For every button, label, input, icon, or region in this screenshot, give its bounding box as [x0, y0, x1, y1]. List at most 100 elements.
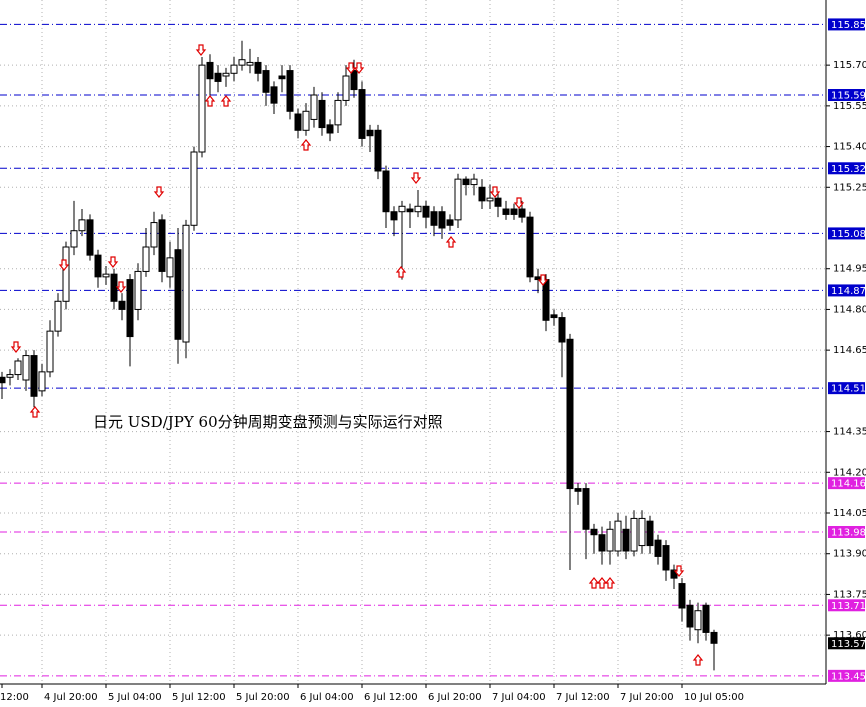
y-tick-label: 114.20: [833, 467, 866, 478]
up-arrow: [220, 95, 232, 107]
up-arrow: [596, 577, 608, 589]
candle-body: [158, 219, 166, 272]
x-tick-label: 4 Jul 20:00: [44, 692, 98, 703]
candle-body: [494, 197, 502, 207]
candle-body: [414, 205, 422, 213]
candles: [0, 40, 718, 671]
x-tick-label: 6 Jul 20:00: [428, 692, 482, 703]
candle-body: [518, 208, 526, 218]
candle-body: [318, 99, 326, 129]
level-label: 115.59: [831, 91, 866, 102]
candle-body: [238, 59, 246, 66]
candle-body: [14, 360, 22, 376]
candle-body: [54, 300, 62, 332]
candle-body: [638, 517, 646, 547]
candle-body: [598, 534, 606, 552]
level-label-box: [828, 89, 865, 101]
up-arrow: [300, 139, 312, 151]
signal-arrows: [10, 44, 704, 666]
level-label: 114.87: [831, 286, 866, 297]
candle-body: [446, 219, 454, 226]
y-tick-label: 114.80: [833, 304, 866, 315]
candle-body: [286, 70, 294, 112]
down-arrow: [537, 274, 549, 286]
x-tick-label: 10 Jul 05:00: [684, 692, 744, 703]
down-arrow: [673, 565, 685, 577]
candle-body: [454, 178, 462, 221]
candle-body: [486, 197, 494, 202]
x-tick-label: 5 Jul 20:00: [236, 692, 290, 703]
up-arrow: [445, 236, 457, 248]
down-arrow: [58, 259, 70, 271]
candle-body: [142, 246, 150, 272]
candle-body: [478, 186, 486, 202]
candle-body: [582, 488, 590, 530]
candle-body: [350, 70, 358, 91]
x-tick-label: 6 Jul 04:00: [300, 692, 354, 703]
level-label-box: [828, 284, 865, 297]
candle-body: [710, 631, 718, 644]
candle-body: [654, 539, 662, 557]
y-tick-label: 115.40: [833, 142, 866, 153]
up-arrow: [604, 577, 616, 589]
candle-body: [390, 211, 398, 221]
candle-body: [422, 205, 430, 218]
y-tick-label: 114.35: [833, 427, 866, 438]
candle-body: [118, 300, 126, 310]
candle-body: [326, 124, 334, 134]
candle-body: [374, 129, 382, 172]
y-tick-label: 115.55: [833, 101, 866, 112]
candle-body: [278, 75, 286, 80]
candle-body: [662, 545, 670, 571]
candle-body: [230, 64, 238, 74]
candle-body: [334, 99, 342, 126]
candle-body: [646, 520, 654, 547]
candle-body: [126, 279, 134, 338]
down-arrow: [153, 186, 165, 198]
y-tick-label: 113.60: [833, 630, 866, 641]
candle-body: [382, 170, 390, 213]
annotation: 日元 USD/JPY 60分钟周期变盘预测与实际运行对照: [93, 413, 443, 431]
y-tick-label: 114.95: [833, 264, 866, 275]
level-label: 113.45: [831, 671, 866, 682]
candle-body: [166, 257, 174, 278]
candle-body: [22, 355, 30, 381]
candle-body: [38, 371, 46, 392]
candle-body: [110, 273, 118, 302]
candle-body: [174, 249, 182, 340]
candle-body: [86, 219, 94, 256]
candle-body: [46, 330, 54, 373]
level-label-box: [828, 526, 865, 538]
candle-body: [462, 178, 470, 186]
level-label-box: [828, 599, 865, 612]
down-arrow: [410, 172, 422, 184]
y-tick-label: 115.70: [833, 60, 866, 71]
down-arrow: [353, 62, 365, 74]
up-arrow: [692, 654, 704, 666]
candle-body: [430, 211, 438, 226]
x-tick-label: 5 Jul 04:00: [108, 692, 162, 703]
up-arrow: [395, 266, 407, 278]
candle-body: [558, 317, 566, 343]
up-arrow: [29, 406, 41, 418]
level-label-box: [828, 382, 865, 395]
x-tick-label: 7 Jul 12:00: [556, 692, 610, 703]
candle-body: [366, 129, 374, 137]
level-label-box: [828, 227, 865, 240]
candle-body: [686, 604, 694, 628]
level-label: 113.71: [831, 601, 866, 612]
y-tick-label: 114.65: [833, 345, 866, 356]
candle-body: [550, 314, 558, 319]
up-arrow: [204, 95, 216, 107]
x-tick-label: 6 Jul 12:00: [364, 692, 418, 703]
candle-body: [262, 70, 270, 93]
x-tick-label: 7 Jul 20:00: [620, 692, 674, 703]
candle-body: [6, 374, 14, 378]
down-arrow: [513, 197, 525, 209]
candle-body: [606, 528, 614, 552]
candle-body: [342, 75, 350, 101]
candle-body: [214, 72, 222, 82]
candle-body: [630, 517, 638, 552]
candle-body: [30, 355, 38, 397]
